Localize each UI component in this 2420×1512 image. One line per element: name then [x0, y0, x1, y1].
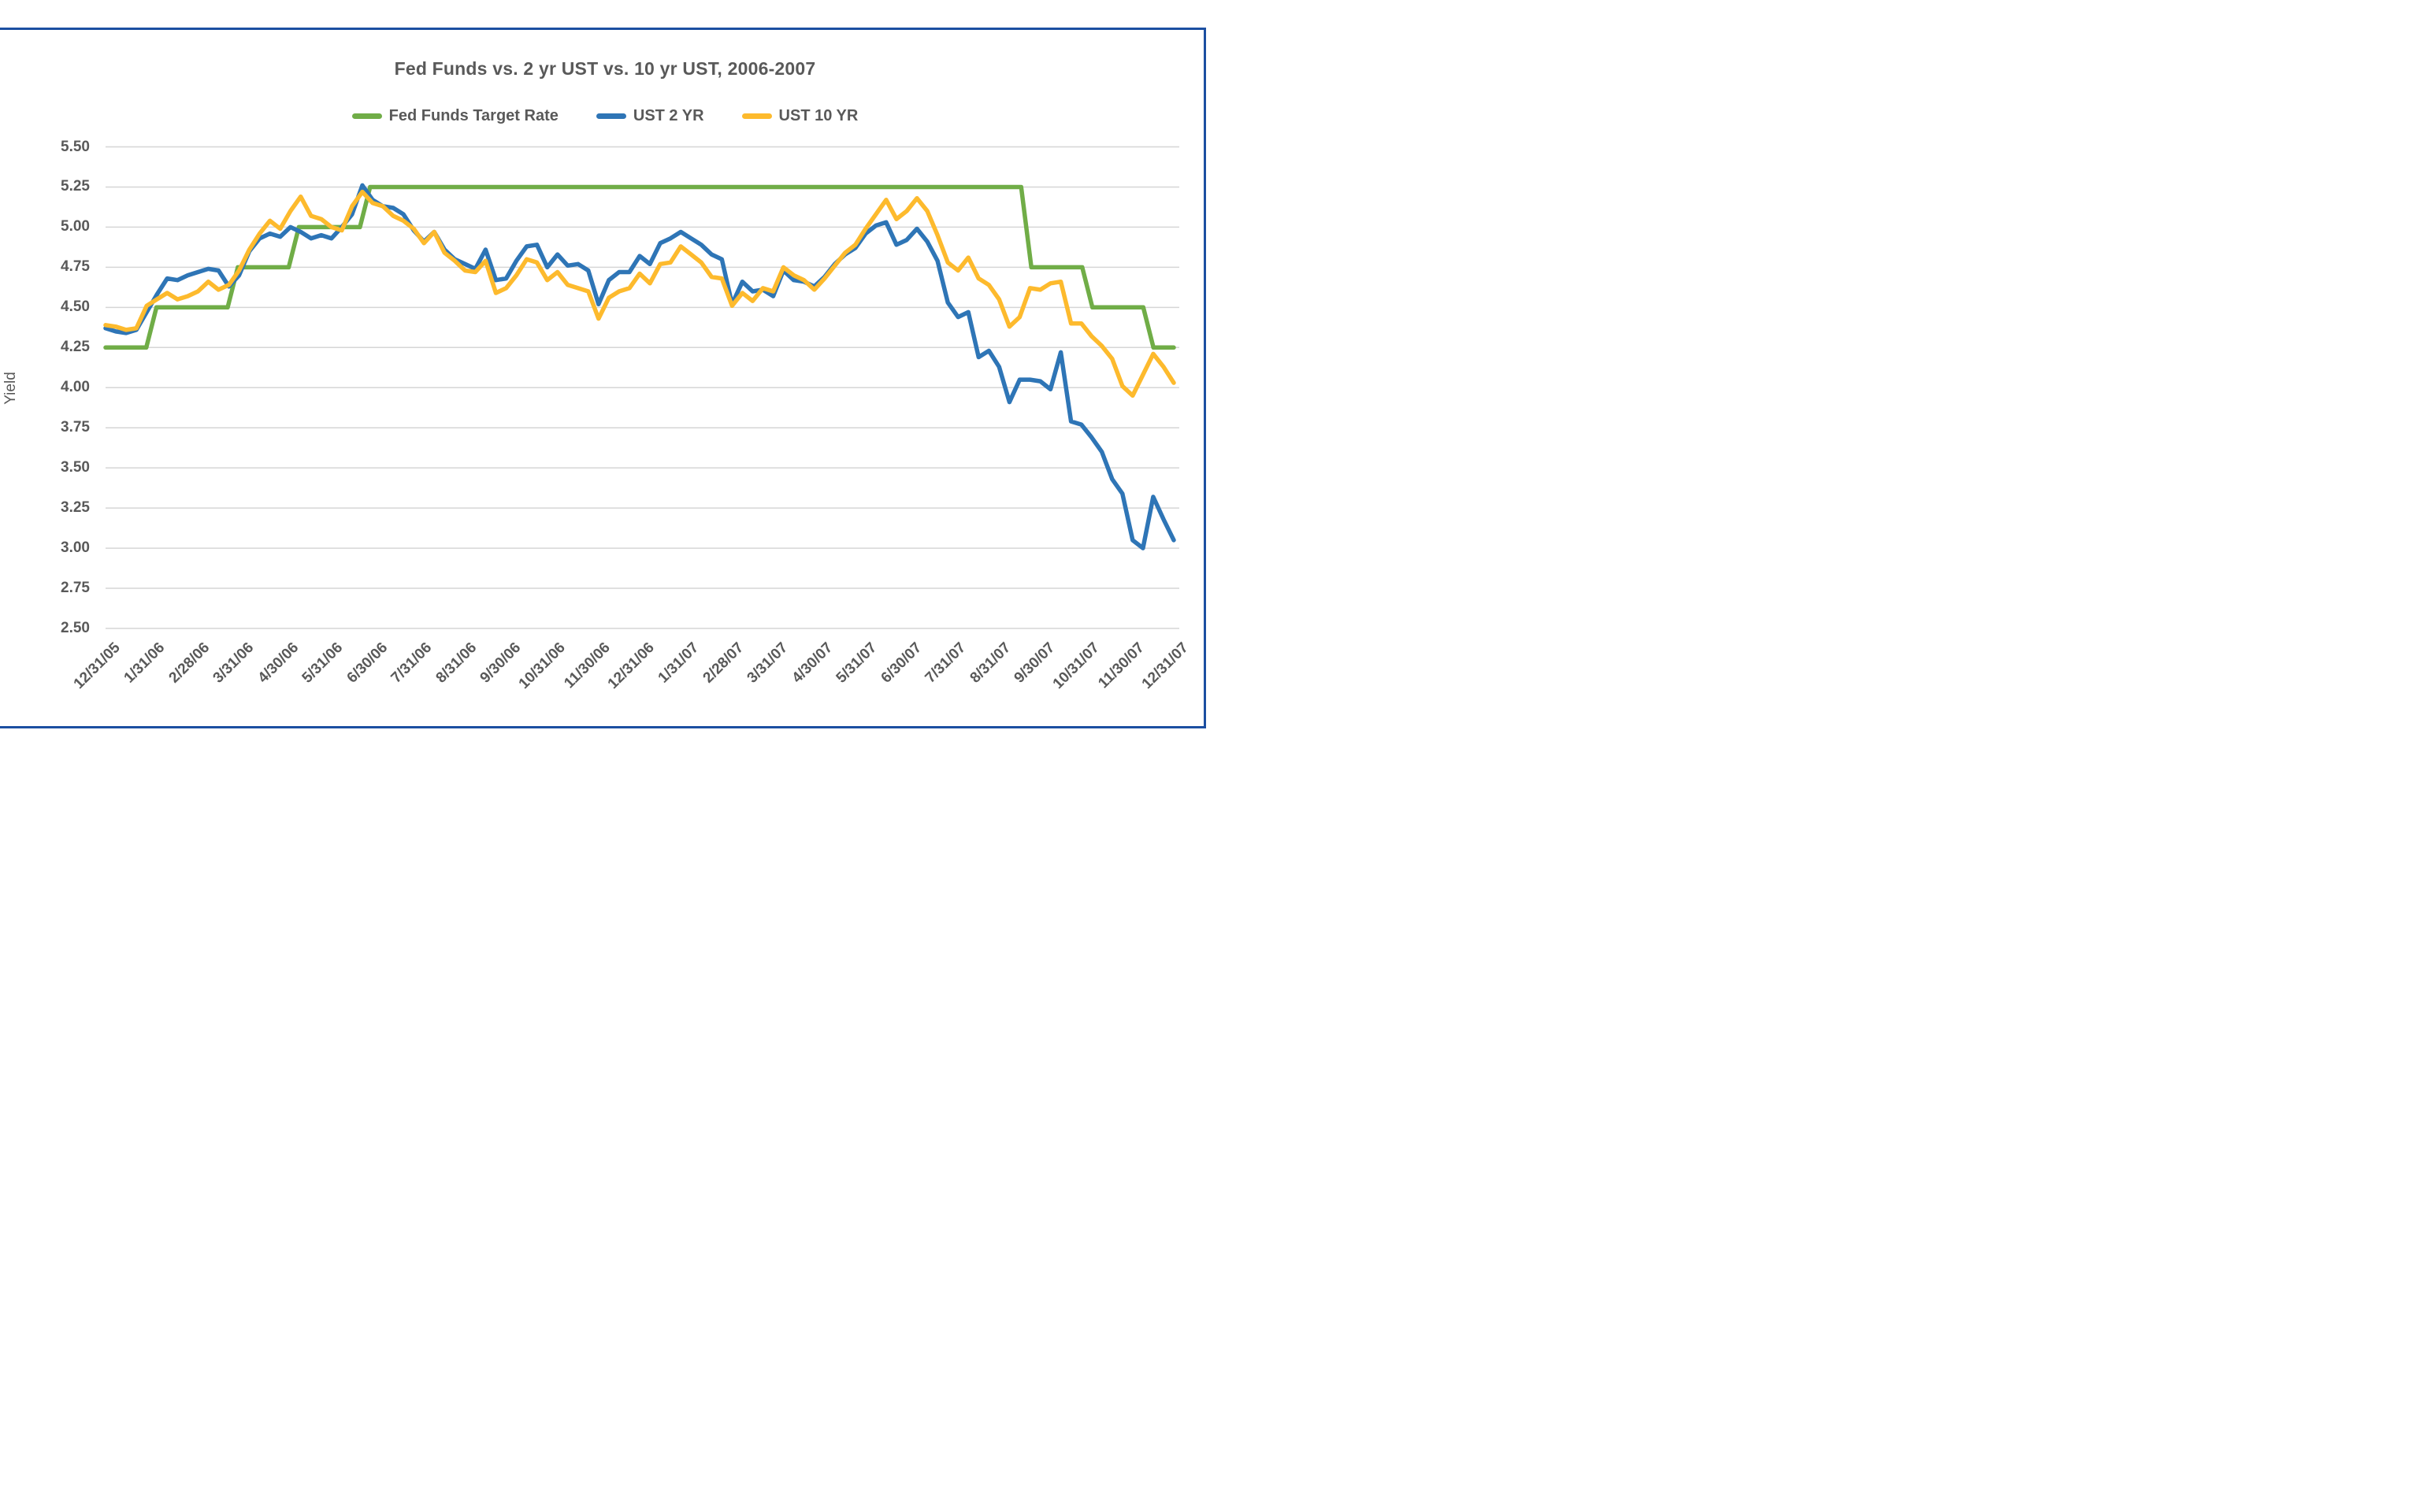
- y-tick-label: 5.50: [61, 138, 90, 155]
- legend-item-ust-10yr: UST 10 YR: [741, 107, 859, 125]
- legend-swatch-ust-10yr-icon: [741, 113, 772, 119]
- chart-title: Fed Funds vs. 2 yr UST vs. 10 yr UST, 20…: [394, 58, 816, 79]
- legend-item-fed-funds: Fed Funds Target Rate: [351, 107, 559, 125]
- series-line-ust-2-yr: [103, 183, 1176, 550]
- y-tick-label: 5.00: [61, 218, 90, 235]
- series-line-fed-funds-target-rate: [103, 184, 1176, 350]
- legend-label-fed-funds: Fed Funds Target Rate: [388, 107, 559, 124]
- y-tick-label: 4.25: [61, 339, 90, 356]
- legend-swatch-fed-funds-icon: [351, 113, 382, 119]
- plot-area: [103, 146, 1179, 629]
- y-tick-label: 2.50: [61, 620, 90, 636]
- legend-swatch-ust-2yr-icon: [596, 113, 626, 119]
- chart-frame[interactable]: [0, 28, 1206, 728]
- y-tick-label: 3.75: [61, 419, 90, 436]
- y-tick-label: 4.00: [61, 379, 90, 396]
- y-tick-label: 2.75: [61, 580, 90, 597]
- chart-legend: Fed Funds Target Rate UST 2 YR UST 10 YR: [0, 107, 1210, 125]
- y-tick-label: 4.50: [61, 298, 90, 316]
- y-tick-label: 5.25: [61, 178, 90, 195]
- legend-label-ust-10yr: UST 10 YR: [778, 107, 859, 124]
- legend-item-ust-2yr: UST 2 YR: [596, 107, 704, 125]
- series-line-ust-10-yr: [103, 189, 1176, 398]
- legend-label-ust-2yr: UST 2 YR: [633, 107, 704, 124]
- y-tick-label: 4.75: [61, 258, 90, 276]
- y-tick-label: 3.50: [61, 459, 90, 476]
- y-tick-label: 3.00: [61, 539, 90, 557]
- y-tick-label: 3.25: [61, 499, 90, 517]
